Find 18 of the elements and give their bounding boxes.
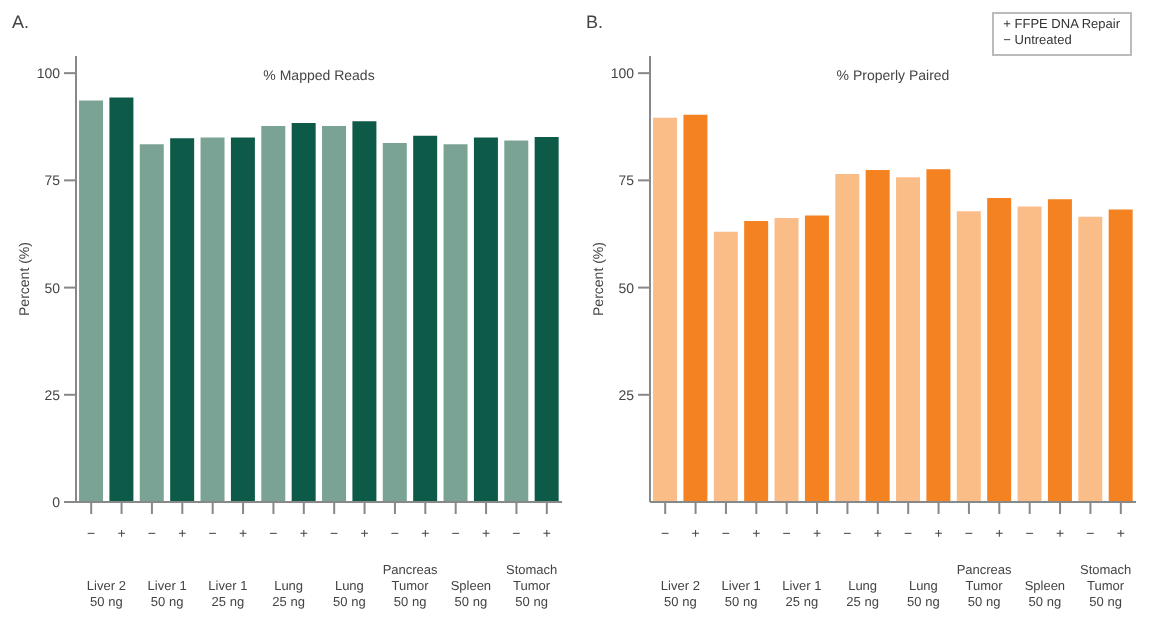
bar [653, 117, 678, 502]
bar [1078, 216, 1103, 502]
chart-title: B. [586, 12, 604, 32]
bar [744, 221, 769, 502]
bar [896, 177, 921, 502]
bar [835, 173, 860, 502]
chart-title: A. [12, 12, 30, 32]
bar [926, 169, 951, 502]
bar [956, 211, 981, 502]
bar [683, 114, 708, 502]
bar [804, 215, 829, 502]
bar [1017, 206, 1042, 502]
bar [774, 218, 799, 502]
bar [865, 170, 890, 502]
bar [713, 231, 738, 502]
bar [987, 197, 1012, 502]
bar [1047, 199, 1072, 502]
bar [1108, 209, 1133, 502]
